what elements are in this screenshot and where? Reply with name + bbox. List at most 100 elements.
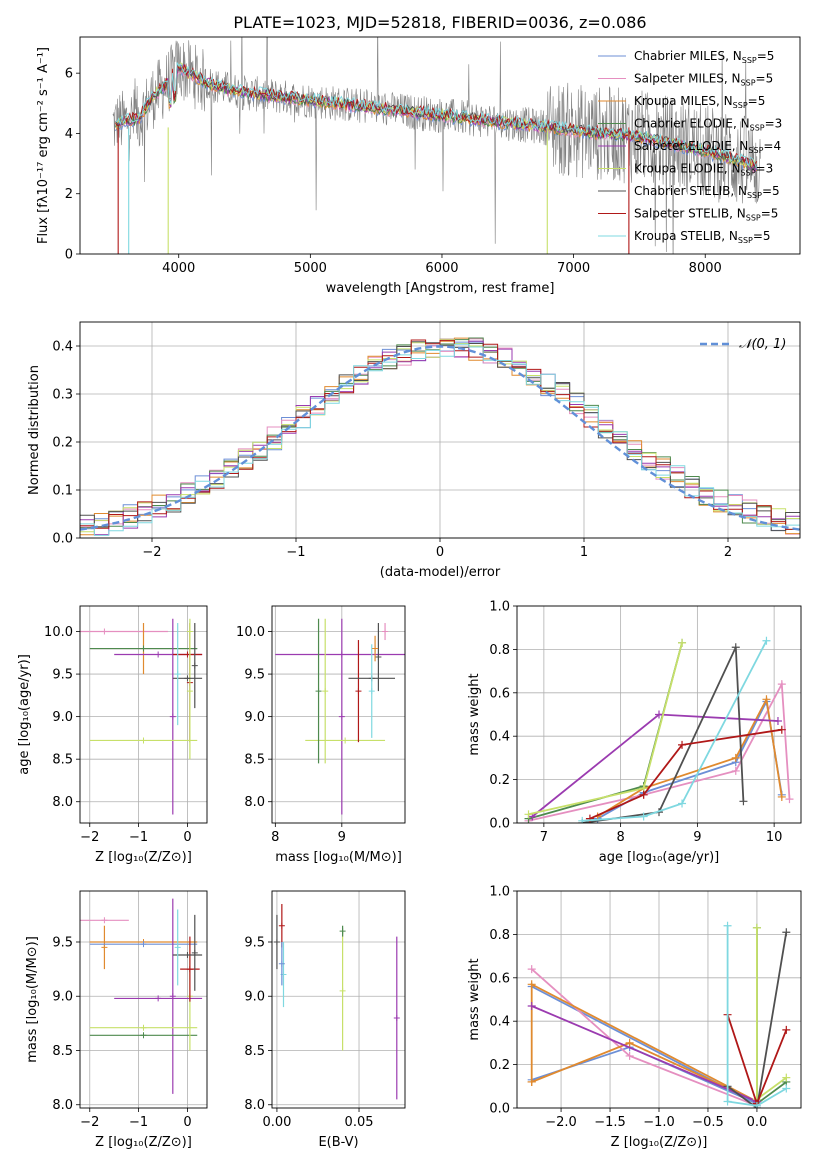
- errorbar-kroupa_elodie: [186, 618, 193, 645]
- point-marker: [382, 628, 389, 635]
- errorbar-chabrier_elodie: [89, 645, 198, 652]
- weight-line-kroupa_stelib: [726, 925, 787, 1107]
- y-tick-label: 8.0: [52, 795, 73, 810]
- y-tick-label: 0.0: [52, 532, 73, 547]
- figure-title: PLATE=1023, MJD=52818, FIBERID=0036, z=0…: [233, 13, 646, 32]
- y-tick-label: 9.5: [52, 668, 73, 683]
- weight-marker: [639, 812, 648, 821]
- weight-marker: [777, 680, 786, 689]
- legend-label-salpeter_elodie: Salpeter ELODIE, NSSP=4: [634, 139, 781, 155]
- mass_weight_vs_age-xlabel: age [log₁₀(age/yr)]: [599, 850, 720, 865]
- weight-marker: [723, 1097, 732, 1106]
- point-marker: [342, 737, 349, 744]
- y-tick-label: 0.8: [489, 928, 510, 943]
- histogram-salpeter_stelib: [80, 339, 800, 530]
- point-marker: [355, 688, 362, 695]
- weight-marker: [739, 797, 748, 806]
- point-marker: [169, 993, 176, 1000]
- y-tick-label: 6: [65, 67, 73, 82]
- y-tick-label: 0.1: [52, 484, 73, 499]
- x-tick-label: −1: [129, 1115, 148, 1130]
- mass_vs_z-panel: −2 −1 0 8.0 8.5 9.0 9.5 Z [log₁₀(Z/Z⊙)] mass [lo…: [25, 890, 208, 1150]
- x-tick-label: −1.0: [643, 1115, 675, 1130]
- residual_histogram-marks: [80, 337, 800, 536]
- weight-marker: [782, 1073, 791, 1082]
- mass_vs_ebv-xlabel: E(B-V): [318, 1135, 358, 1150]
- legend-label-kroupa_stelib: Kroupa STELIB, NSSP=5: [634, 229, 771, 245]
- point-marker: [140, 737, 147, 744]
- y-tick-label: 4: [65, 127, 73, 142]
- age_vs_mass-frame: [271, 605, 406, 824]
- point-marker: [155, 651, 162, 658]
- errorbar-salpeter_stelib: [186, 936, 193, 1002]
- y-tick-label: 8.5: [244, 753, 265, 768]
- errorbar-salpeter_elodie: [114, 995, 203, 1002]
- weight-line-salpeter_elodie: [531, 1005, 758, 1103]
- point-marker: [375, 654, 382, 661]
- errorbar-salpeter_stelib: [355, 640, 362, 743]
- y-tick-label: 9.5: [244, 935, 265, 950]
- point-marker: [174, 944, 181, 951]
- weight-marker: [731, 766, 740, 775]
- weight-marker: [731, 753, 740, 762]
- mass_weight_vs_z-marks: [527, 921, 791, 1108]
- legend-label-chabrier_stelib: Chabrier STELIB, NSSP=5: [634, 184, 780, 200]
- errorbar-chabrier_elodie: [89, 1032, 198, 1039]
- point-marker: [368, 688, 375, 695]
- x-tick-label: −0.5: [692, 1115, 724, 1130]
- weight-marker: [578, 816, 587, 823]
- point-marker: [186, 688, 193, 695]
- errorbar-kroupa_elodie: [305, 737, 386, 744]
- errorbar-salpeter_elodie: [169, 618, 176, 815]
- x-tick-label: 8: [271, 830, 279, 845]
- age_vs_z-marks: [80, 618, 203, 815]
- point-marker: [155, 995, 162, 1002]
- age_vs_mass-marks: [275, 618, 405, 815]
- point-marker: [184, 952, 191, 959]
- y-tick-label: 0.6: [489, 971, 510, 986]
- y-tick-label: 0.4: [52, 340, 73, 355]
- errorbar-kroupa_stelib: [174, 909, 181, 986]
- y-tick-label: 8.0: [52, 1098, 73, 1113]
- x-tick-label: 0.0: [747, 1115, 768, 1130]
- mass_vs_z-ylabel: mass [log₁₀(M/M⊙)]: [25, 936, 40, 1063]
- spectrum-marks: [112, 37, 761, 254]
- residual_histogram-panel: −2 −1 0 1 2 0.0 0.1 0.2 0.3 0.4 (data-model)/error…: [27, 321, 801, 580]
- y-tick-label: 8.5: [52, 753, 73, 768]
- errorbar-kroupa_miles: [101, 925, 108, 970]
- legend-label-chabrier_elodie: Chabrier ELODIE, NSSP=3: [634, 117, 782, 133]
- weight-marker: [752, 923, 761, 932]
- point-marker: [393, 1014, 400, 1021]
- errorbar-salpeter_elodie: [393, 936, 400, 1100]
- weight-marker: [527, 1077, 536, 1086]
- errorbar-kroupa_elodie: [89, 737, 198, 744]
- x-tick-label: 9: [693, 830, 701, 845]
- x-tick-label: 0: [436, 545, 444, 560]
- y-tick-label: 2: [65, 187, 73, 202]
- weight-marker: [782, 928, 791, 937]
- weight-marker: [639, 790, 648, 799]
- y-tick-label: 9.0: [52, 990, 73, 1005]
- legend-label-salpeter_stelib: Salpeter STELIB, NSSP=5: [634, 207, 778, 223]
- x-tick-label: 1: [580, 545, 588, 560]
- mass_weight_vs_z-panel: −2.0 −1.5 −1.0 −0.5 0.0 0.0 0.2 0.4 0.6 0.8 1.0 Z […: [467, 885, 802, 1150]
- point-marker: [101, 917, 108, 924]
- point-marker: [372, 645, 379, 652]
- mass_weight_vs_age-marks: [524, 636, 794, 823]
- x-tick-label: 7000: [557, 261, 590, 276]
- errorbar-chabrier_miles: [89, 941, 198, 948]
- errorbar-chabrier_miles: [278, 941, 285, 986]
- errorbar-chabrier_stelib: [273, 914, 280, 970]
- errorbar-chabrier_stelib: [375, 623, 382, 692]
- point-marker: [140, 1024, 147, 1031]
- x-tick-label: −1: [129, 830, 148, 845]
- errorbar-salpeter_elodie: [169, 898, 176, 1094]
- weight-marker: [762, 695, 771, 704]
- y-tick-label: 8.5: [244, 1044, 265, 1059]
- errorbar-salpeter_miles: [382, 623, 389, 641]
- residual_histogram-frame: [79, 321, 801, 539]
- point-marker: [338, 713, 345, 720]
- y-tick-label: 9.0: [244, 990, 265, 1005]
